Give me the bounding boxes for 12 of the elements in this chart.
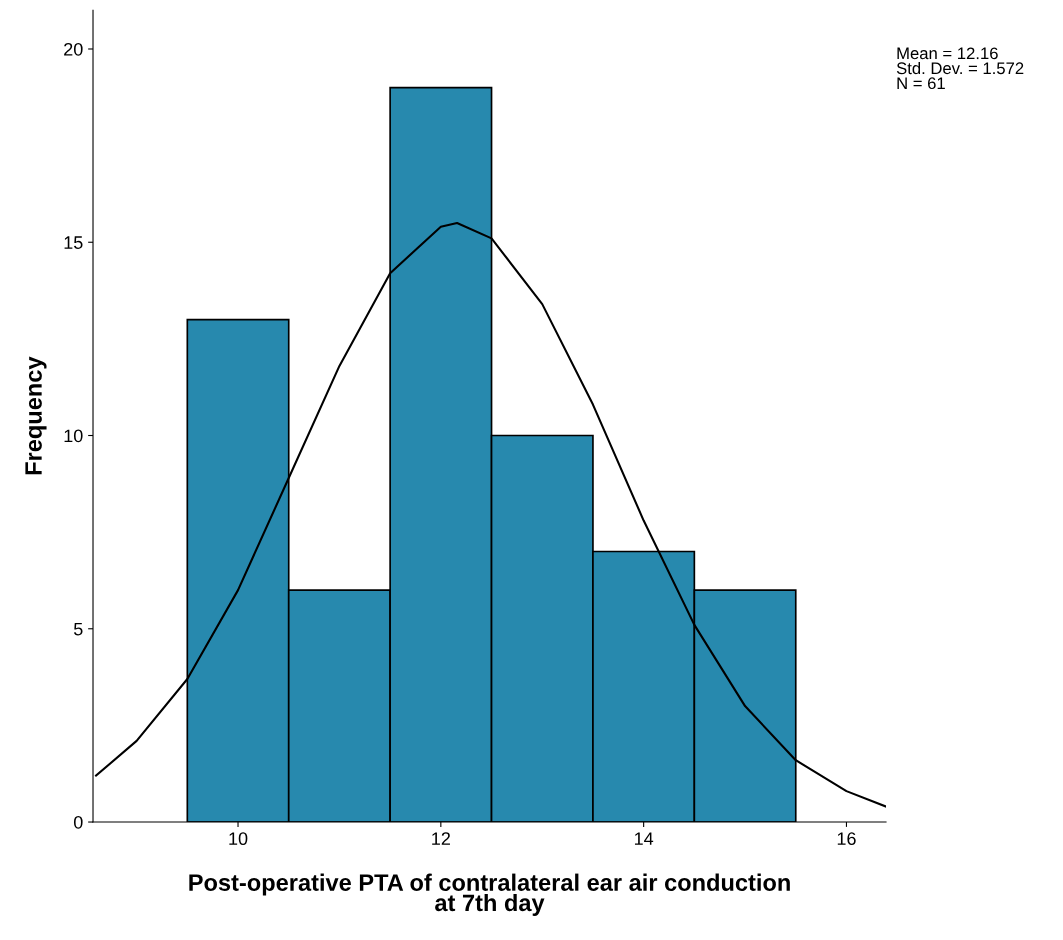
x-tick-label: 16 xyxy=(837,832,856,846)
x-tick-label: 10 xyxy=(229,832,248,846)
y-tick-label: 15 xyxy=(64,236,83,249)
y-tick-label: 0 xyxy=(73,815,83,829)
x-tick-label: 12 xyxy=(432,832,450,845)
y-axis-title: Frequency xyxy=(25,356,47,475)
y-tick-label: 20 xyxy=(64,42,83,56)
y-tick-label: 5 xyxy=(73,622,83,636)
text: Mean = 12.16 Std. Dev. = 1.572 N = 61 xyxy=(896,47,1024,90)
x-axis-title: Post-operative PTA of contralateral ear air conduction at 7th day xyxy=(189,873,790,916)
y-tick-label: 10 xyxy=(64,429,83,443)
x-tick-label: 14 xyxy=(634,832,654,845)
